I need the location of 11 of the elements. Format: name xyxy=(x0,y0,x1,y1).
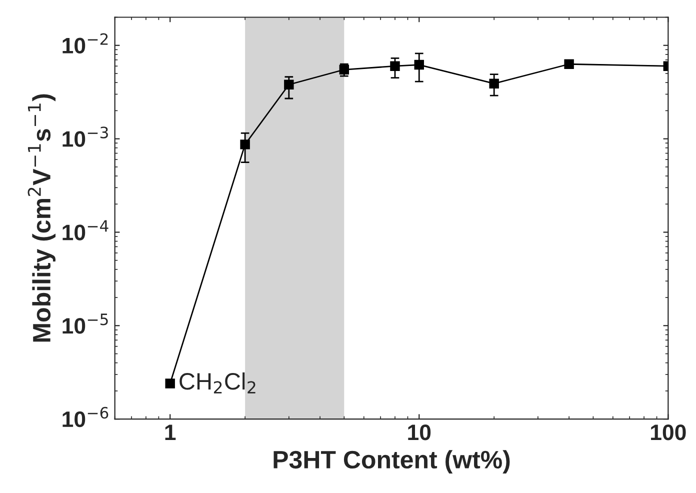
y-tick-label: 10$^{−4}$ xyxy=(62,220,108,240)
x-tick-label: 1 xyxy=(165,424,176,440)
y-tick-label: 10$^{−5}$ xyxy=(62,314,108,334)
annotation: CH$_{2}$Cl$_{2}$ xyxy=(180,372,256,394)
x-tick-label: 100 xyxy=(651,424,686,440)
x-tick-label: 10 xyxy=(408,424,431,440)
y-tick-label: 10$^{−2}$ xyxy=(62,33,108,54)
x-axis-title: P3HT Content (wt%) xyxy=(274,450,510,474)
y-axis-title: Mobility (cm$^{2}$V$^{−1}$s$^{−1}$) xyxy=(28,94,56,342)
y-tick-label: 10$^{−3}$ xyxy=(62,126,108,147)
y-tick-label: 10$^{−6}$ xyxy=(62,406,108,428)
